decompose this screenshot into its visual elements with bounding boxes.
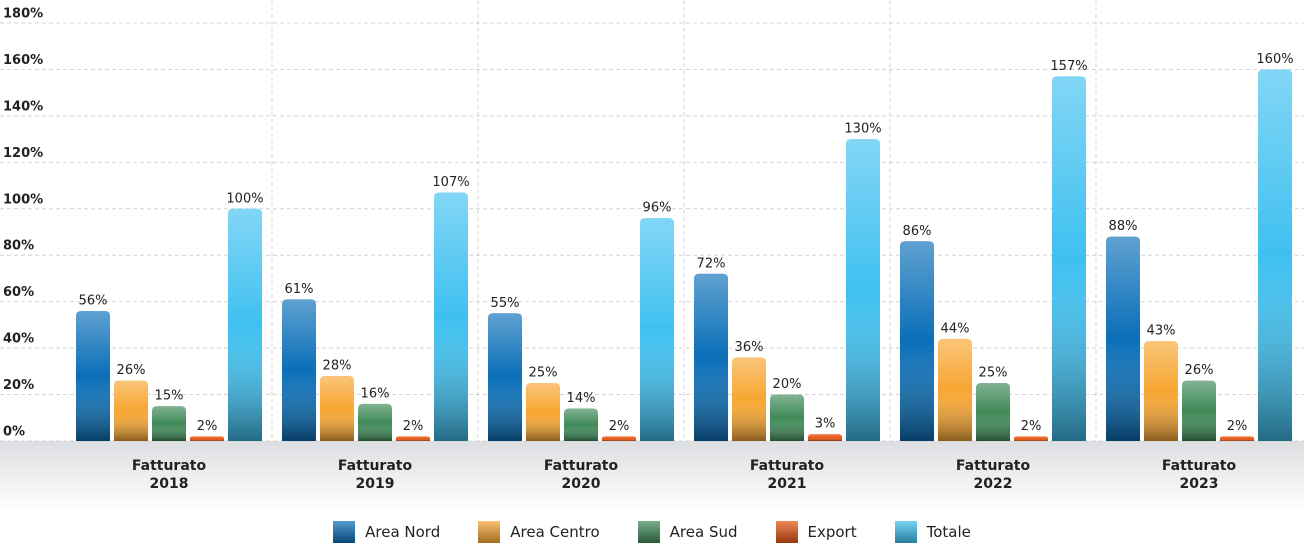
value-label: 36% [735,340,764,355]
bar-shade [694,273,728,441]
y-tick-label: 0% [3,425,25,440]
value-label: 44% [941,321,970,336]
legend-label: Area Centro [510,523,600,541]
value-label: 130% [844,122,881,137]
bar-shade [1144,341,1178,441]
bar-shade [1106,236,1140,441]
legend-label: Totale [926,523,971,541]
value-label: 43% [1147,324,1176,339]
value-label: 160% [1256,52,1293,67]
bar-shade [1182,380,1216,441]
bar-shade [602,436,636,441]
bar-shade [564,408,598,441]
y-tick-label: 180% [3,7,43,22]
y-tick-label: 40% [3,332,34,347]
bar-shade [1258,69,1292,441]
value-label: 15% [155,389,184,404]
y-tick-label: 140% [3,99,43,114]
value-label: 96% [643,201,672,216]
value-label: 20% [773,377,802,392]
x-tick-label: Fatturato 2021 [749,458,825,492]
y-tick-label: 160% [3,53,43,68]
x-tick-label: Fatturato 2020 [543,458,619,492]
value-label: 28% [323,358,352,373]
bar-shade [76,310,110,441]
value-label: 2% [1227,419,1248,434]
bar-shade [938,338,972,441]
legend-label: Area Sud [669,523,738,541]
legend-swatch [637,521,660,543]
bar-shade [1014,436,1048,441]
legend-item: Area Centro [478,521,600,543]
value-label: 88% [1109,219,1138,234]
bar-shade [1220,436,1254,441]
y-tick-label: 20% [3,378,34,393]
value-label: 61% [285,282,314,297]
legend-item: Area Nord [333,521,440,543]
value-label: 2% [1021,419,1042,434]
bar-shade [526,382,560,441]
x-tick-label: Fatturato 2018 [131,458,207,492]
value-label: 26% [1185,363,1214,378]
value-label: 2% [403,419,424,434]
legend-item: Area Sud [637,521,738,543]
bar-shade [190,436,224,441]
x-tick-label: Fatturato 2022 [955,458,1031,492]
bar-shade [320,375,354,441]
value-label: 3% [815,417,836,432]
bar-shade [434,192,468,441]
value-label: 72% [697,256,726,271]
value-label: 107% [432,175,469,190]
legend-swatch [894,521,917,543]
value-label: 55% [491,296,520,311]
value-label: 100% [226,191,263,206]
legend-swatch [478,521,501,543]
value-label: 2% [197,419,218,434]
x-tick-label: Fatturato 2023 [1161,458,1237,492]
bar-shade [900,241,934,441]
legend-label: Area Nord [365,523,441,541]
x-tick-label: Fatturato 2019 [337,458,413,492]
legend-item: Totale [894,521,971,543]
value-label: 157% [1050,59,1087,74]
value-label: 2% [609,419,630,434]
legend: Area Nord Area Centro Area Sud Export Totale [0,521,1304,543]
value-label: 16% [361,386,390,401]
legend-swatch [333,521,356,543]
y-tick-label: 100% [3,192,43,207]
bar-shade [282,299,316,441]
bar-shade [114,380,148,441]
bar-shade [770,394,804,441]
bar-shade [152,406,186,441]
legend-swatch [775,521,798,543]
bar-shade [846,139,880,441]
bar-shade [976,382,1010,441]
legend-label: Export [807,523,857,541]
value-label: 25% [529,365,558,380]
bar-shade [228,208,262,441]
value-label: 14% [567,391,596,406]
bar-shade [640,218,674,441]
bar-shade [396,436,430,441]
bar-shade [1052,76,1086,442]
y-tick-label: 80% [3,239,34,254]
bar-shade [488,313,522,441]
bar-shade [732,357,766,441]
value-label: 25% [979,365,1008,380]
y-tick-label: 120% [3,146,43,161]
bar-shade [808,434,842,441]
y-tick-label: 60% [3,285,34,300]
value-label: 26% [117,363,146,378]
value-label: 56% [79,293,108,308]
value-label: 86% [903,224,932,239]
legend-item: Export [775,521,857,543]
axis-band [0,441,1304,513]
bar-shade [358,403,392,441]
